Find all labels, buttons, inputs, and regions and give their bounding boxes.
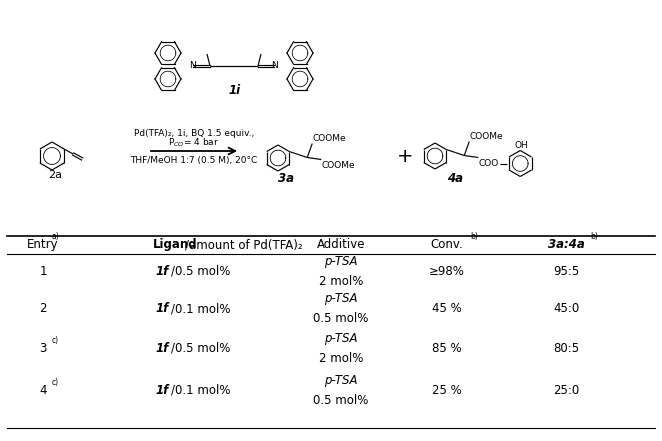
Text: /0.5 mol%: /0.5 mol% — [171, 265, 231, 278]
Text: Pd(TFA)₂, 1i, BQ 1.5 equiv.,: Pd(TFA)₂, 1i, BQ 1.5 equiv., — [134, 128, 254, 138]
Text: OH: OH — [514, 141, 528, 150]
Text: COOMe: COOMe — [312, 134, 346, 143]
Text: 2a: 2a — [48, 170, 62, 180]
Text: Entry: Entry — [27, 238, 59, 251]
Text: 95:5: 95:5 — [553, 265, 579, 278]
Text: 3: 3 — [39, 342, 47, 355]
Text: 4: 4 — [39, 384, 47, 397]
Text: /0.5 mol%: /0.5 mol% — [171, 342, 231, 355]
Text: 4a: 4a — [447, 172, 463, 186]
Text: 1f: 1f — [156, 302, 169, 315]
Text: 1f: 1f — [156, 384, 169, 397]
Text: 25:0: 25:0 — [553, 384, 579, 397]
Text: THF/MeOH 1:7 (0.5 M), 20°C: THF/MeOH 1:7 (0.5 M), 20°C — [130, 157, 258, 165]
Text: 85 %: 85 % — [432, 342, 461, 355]
Text: /0.1 mol%: /0.1 mol% — [171, 302, 231, 315]
Text: c): c) — [52, 336, 59, 345]
Text: 1f: 1f — [156, 342, 169, 355]
Text: 2 mol%: 2 mol% — [318, 275, 363, 288]
Text: b): b) — [590, 232, 598, 241]
Text: p-TSA: p-TSA — [324, 374, 357, 387]
Text: 45:0: 45:0 — [553, 302, 579, 315]
Text: Additive: Additive — [316, 238, 365, 251]
Text: Ligand: Ligand — [154, 238, 198, 251]
Text: 45 %: 45 % — [432, 302, 461, 315]
Text: /0.1 mol%: /0.1 mol% — [171, 384, 231, 397]
Text: 3a: 3a — [278, 172, 294, 186]
Text: 1: 1 — [39, 265, 47, 278]
Text: c): c) — [52, 378, 59, 387]
Text: p-TSA: p-TSA — [324, 332, 357, 345]
Text: p-TSA: p-TSA — [324, 292, 357, 305]
Text: 25 %: 25 % — [432, 384, 461, 397]
Text: N: N — [271, 61, 277, 71]
Text: COOMe: COOMe — [321, 161, 355, 170]
Text: COOMe: COOMe — [469, 132, 503, 141]
Text: N: N — [189, 61, 197, 71]
Text: 0.5 mol%: 0.5 mol% — [313, 312, 369, 325]
Text: +: + — [397, 146, 413, 165]
Text: 2: 2 — [39, 302, 47, 315]
Text: P$_{CO}$= 4 bar: P$_{CO}$= 4 bar — [168, 137, 220, 149]
Text: Conv.: Conv. — [430, 238, 463, 251]
Text: 1f: 1f — [156, 265, 169, 278]
Text: a): a) — [51, 232, 59, 241]
Text: 0.5 mol%: 0.5 mol% — [313, 394, 369, 407]
Text: b): b) — [470, 232, 478, 241]
Text: 2 mol%: 2 mol% — [318, 352, 363, 365]
Text: 3a:4a: 3a:4a — [547, 238, 585, 251]
Text: COO: COO — [478, 159, 498, 168]
Text: /amount of Pd(TFA)₂: /amount of Pd(TFA)₂ — [185, 238, 303, 251]
Text: ≥98%: ≥98% — [429, 265, 465, 278]
Text: 80:5: 80:5 — [553, 342, 579, 355]
Text: p-TSA: p-TSA — [324, 255, 357, 268]
Text: 1i: 1i — [229, 85, 241, 97]
